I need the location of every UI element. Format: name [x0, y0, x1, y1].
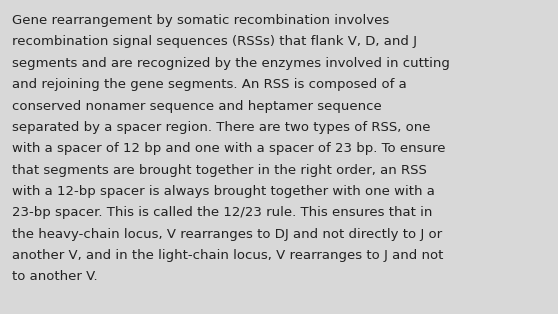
Text: Gene rearrangement by somatic recombination involves: Gene rearrangement by somatic recombinat… [12, 14, 389, 27]
Text: with a spacer of 12 bp and one with a spacer of 23 bp. To ensure: with a spacer of 12 bp and one with a sp… [12, 142, 446, 155]
Text: the heavy-chain locus, V rearranges to DJ and not directly to J or: the heavy-chain locus, V rearranges to D… [12, 228, 442, 241]
Text: and rejoining the gene segments. An RSS is composed of a: and rejoining the gene segments. An RSS … [12, 78, 407, 91]
Text: segments and are recognized by the enzymes involved in cutting: segments and are recognized by the enzym… [12, 57, 450, 70]
Text: 23-bp spacer. This is called the 12/23 rule. This ensures that in: 23-bp spacer. This is called the 12/23 r… [12, 206, 432, 219]
Text: conserved nonamer sequence and heptamer sequence: conserved nonamer sequence and heptamer … [12, 100, 382, 112]
Text: with a 12-bp spacer is always brought together with one with a: with a 12-bp spacer is always brought to… [12, 185, 435, 198]
Text: to another V.: to another V. [12, 270, 98, 283]
Text: recombination signal sequences (RSSs) that flank V, D, and J: recombination signal sequences (RSSs) th… [12, 35, 417, 48]
Text: another V, and in the light-chain locus, V rearranges to J and not: another V, and in the light-chain locus,… [12, 249, 444, 262]
Text: separated by a spacer region. There are two types of RSS, one: separated by a spacer region. There are … [12, 121, 431, 134]
Text: that segments are brought together in the right order, an RSS: that segments are brought together in th… [12, 164, 427, 176]
